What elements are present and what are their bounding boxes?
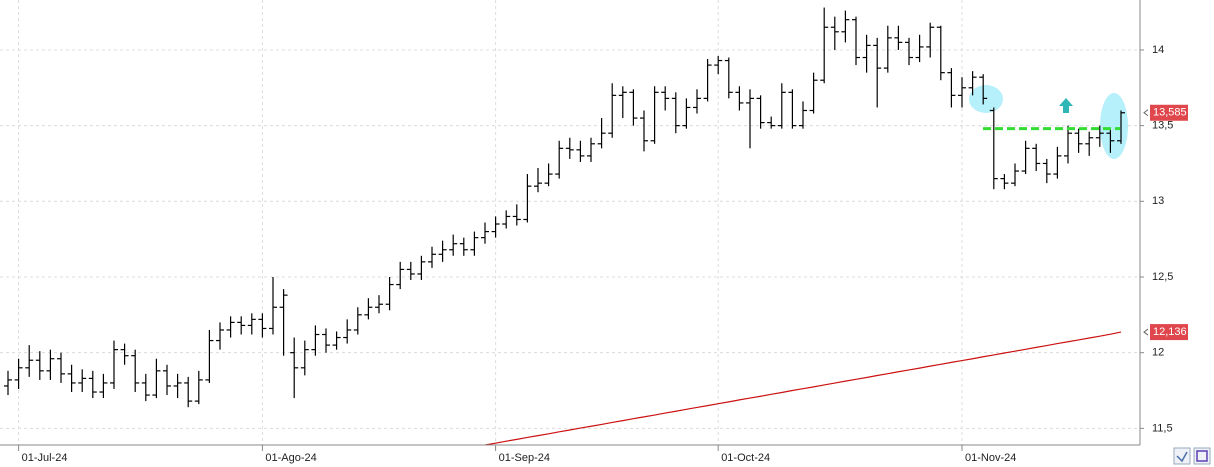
- x-tick-label: 01-Jul-24: [22, 452, 68, 464]
- y-tick-label: 11,5: [1152, 422, 1173, 434]
- axes: 11,5 12 12,5 13 13,5 14 01-Jul-24 01-Ago-24 01-S…: [18, 44, 1188, 464]
- price-label-box: [1150, 324, 1188, 341]
- y-tick-label: 13: [1152, 195, 1164, 207]
- price-label-box: [1150, 104, 1188, 121]
- toolbar-button[interactable]: [1173, 447, 1191, 465]
- y-tick-label: 14: [1152, 44, 1164, 56]
- save-icon: [1196, 450, 1208, 462]
- highlight-ellipse: [1100, 93, 1128, 159]
- x-tick-label: 01-Oct-24: [721, 452, 770, 464]
- y-tick-label: 13,5: [1152, 120, 1173, 132]
- moving-average-line: [484, 331, 1122, 446]
- x-tick-label: 01-Ago-24: [265, 452, 316, 464]
- y-tick-label: 12,5: [1152, 271, 1173, 283]
- price-label: 12,136: [1153, 326, 1187, 338]
- y-tick-label: 12: [1152, 347, 1164, 359]
- up-arrow: [1059, 98, 1073, 113]
- price-pointer: [1143, 328, 1149, 336]
- plot: [4, 7, 1125, 446]
- x-tick-label: 01-Nov-24: [965, 452, 1016, 464]
- grid: [0, 0, 1140, 445]
- save-button[interactable]: [1193, 447, 1211, 465]
- price-pointer: [1143, 109, 1149, 117]
- price-label: 13,585: [1153, 107, 1187, 119]
- highlight-ellipse: [969, 85, 1003, 113]
- toolbar-icon: [1176, 451, 1188, 463]
- x-tick-label: 01-Sep-24: [499, 452, 550, 464]
